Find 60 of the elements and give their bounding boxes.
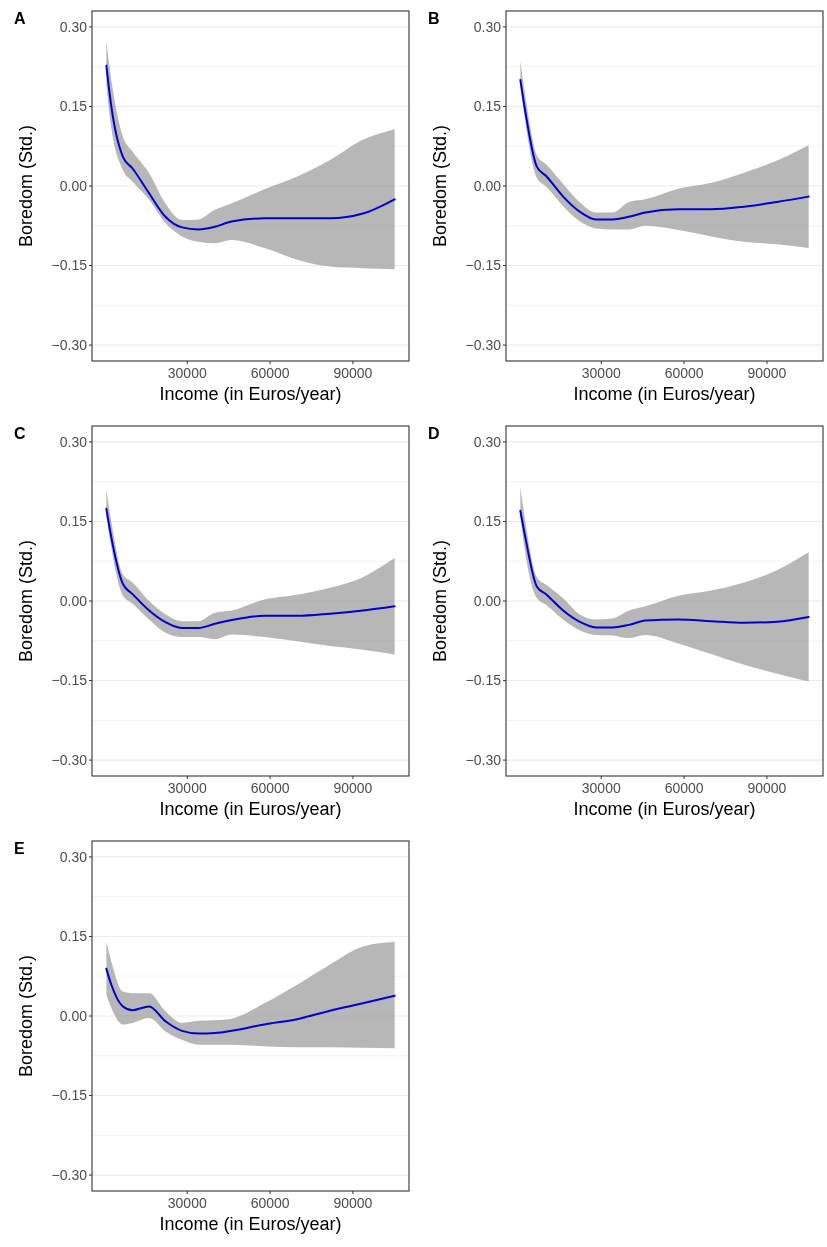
y-tick-label: −0.15 xyxy=(465,257,502,274)
y-tick-label: 0.15 xyxy=(473,513,502,530)
y-tick-label: 0.30 xyxy=(59,18,88,35)
y-tick-label: 0.00 xyxy=(59,1007,88,1024)
x-axis-title: Income (in Euros/year) xyxy=(159,1214,342,1234)
y-tick-label: −0.15 xyxy=(51,1087,88,1104)
y-tick-label: 0.30 xyxy=(473,18,502,35)
x-tick-label: 90000 xyxy=(747,780,787,796)
y-tick-label: −0.15 xyxy=(51,672,88,689)
y-tick-label: 0.00 xyxy=(473,177,502,194)
y-tick-label: 0.00 xyxy=(473,592,502,609)
line-series xyxy=(105,507,396,630)
chart-title: D xyxy=(428,425,440,442)
chart-title: C xyxy=(14,425,26,442)
y-tick-label: 0.15 xyxy=(59,928,88,945)
y-axis-title: Boredom (Std.) xyxy=(16,954,36,1078)
x-tick-label: 30000 xyxy=(581,365,621,381)
x-tick-label: 90000 xyxy=(333,1195,373,1211)
y-tick-label: 0.00 xyxy=(59,592,88,609)
y-axis-title: Boredom (Std.) xyxy=(16,124,36,248)
x-tick-label: 30000 xyxy=(581,780,621,796)
y-tick-label: −0.30 xyxy=(51,1166,88,1183)
y-tick-label: −0.30 xyxy=(51,336,88,353)
x-axis-title: Income (in Euros/year) xyxy=(573,384,756,404)
y-tick-label: −0.30 xyxy=(465,751,502,768)
x-axis-title: Income (in Euros/year) xyxy=(159,799,342,819)
y-axis-title: Boredom (Std.) xyxy=(430,539,450,663)
x-tick-label: 90000 xyxy=(333,365,373,381)
y-tick-label: 0.00 xyxy=(59,177,88,194)
x-tick-label: 60000 xyxy=(250,1195,290,1211)
y-tick-label: −0.15 xyxy=(465,672,502,689)
x-tick-label: 90000 xyxy=(333,780,373,796)
line-series xyxy=(519,509,810,629)
chart-title: E xyxy=(14,840,25,857)
y-axis-title: Boredom (Std.) xyxy=(430,124,450,248)
y-tick-label: −0.15 xyxy=(51,257,88,274)
x-tick-label: 60000 xyxy=(250,780,290,796)
x-axis-title: Income (in Euros/year) xyxy=(573,799,756,819)
y-tick-label: −0.30 xyxy=(465,336,502,353)
y-axis-title: Boredom (Std.) xyxy=(16,539,36,663)
y-tick-label: 0.30 xyxy=(473,433,502,450)
line-series xyxy=(105,64,396,231)
line-series xyxy=(105,967,396,1035)
y-tick-label: 0.15 xyxy=(59,513,88,530)
x-axis-title: Income (in Euros/year) xyxy=(159,384,342,404)
line-series xyxy=(519,78,810,221)
x-tick-label: 90000 xyxy=(747,365,787,381)
y-tick-label: −0.30 xyxy=(51,751,88,768)
x-tick-label: 30000 xyxy=(167,365,207,381)
y-tick-label: 0.30 xyxy=(59,848,88,865)
y-tick-label: 0.15 xyxy=(59,98,88,115)
chart-title: B xyxy=(428,10,440,27)
x-tick-label: 60000 xyxy=(664,365,704,381)
x-tick-label: 60000 xyxy=(250,365,290,381)
chart-title: A xyxy=(14,10,26,27)
x-tick-label: 30000 xyxy=(167,1195,207,1211)
x-tick-label: 30000 xyxy=(167,780,207,796)
y-tick-label: 0.15 xyxy=(473,98,502,115)
x-tick-label: 60000 xyxy=(664,780,704,796)
y-tick-label: 0.30 xyxy=(59,433,88,450)
